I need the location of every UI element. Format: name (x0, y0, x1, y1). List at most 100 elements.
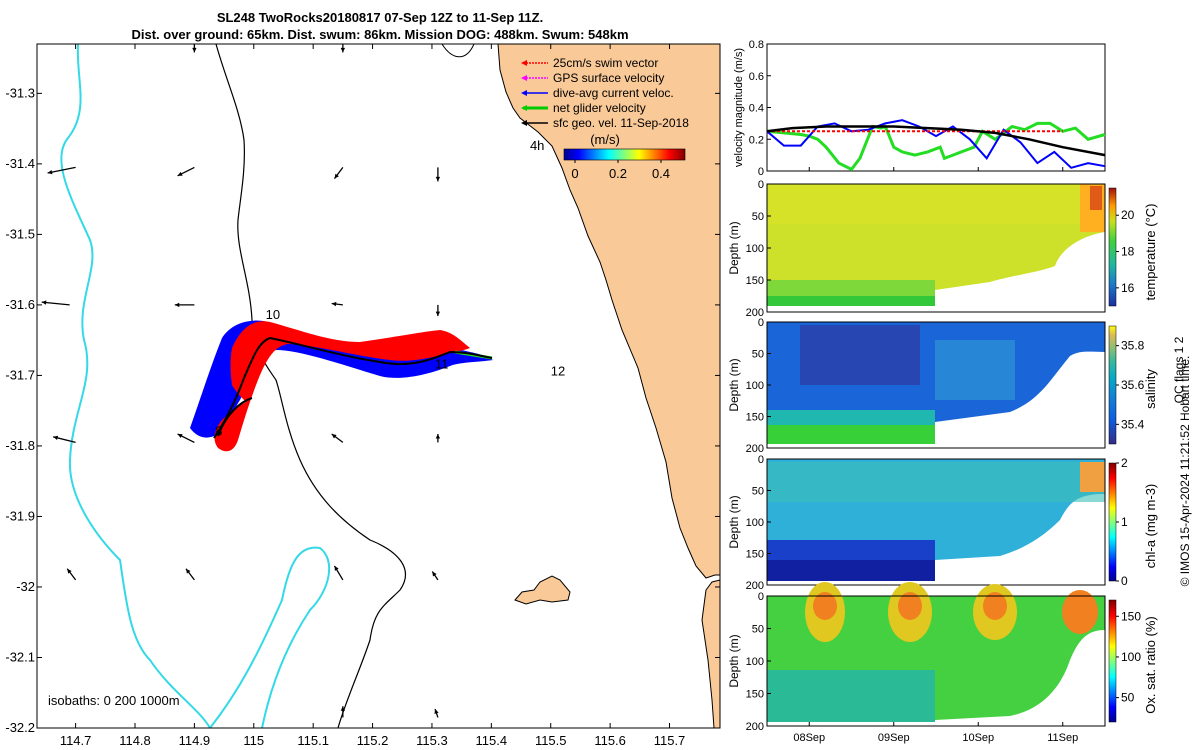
legend-item: dive-avg current veloc. (521, 86, 674, 100)
depth-tick-label: 50 (752, 486, 764, 498)
current-vector (435, 167, 441, 182)
temp-warm-core (1090, 186, 1102, 210)
depth-tick-label: 0 (758, 591, 764, 603)
vector-head (331, 301, 337, 307)
ox-deep (767, 670, 935, 722)
current-vector (340, 706, 346, 718)
vector-head (185, 568, 191, 574)
vector-shaft (41, 301, 70, 306)
vector-head (334, 173, 339, 179)
date-tick-label: 11Sep (1047, 732, 1078, 744)
title-line-1: SL248 TwoRocks20180817 07-Sep 12Z to 11-… (216, 10, 544, 25)
colorbar-tick-label: 2 (1121, 456, 1128, 470)
vector-head (434, 709, 439, 714)
legend-label: net glider velocity (553, 101, 646, 115)
legend-arrowhead (521, 120, 527, 126)
vel-y-tick-label: 0.6 (749, 71, 764, 83)
vector-head (435, 176, 441, 182)
map-x-tick-label: 115.7 (654, 733, 686, 748)
map-x-tick-label: 115.6 (594, 733, 626, 748)
chl-edge (1080, 462, 1105, 492)
map-panel: 10 11 12 8 4h isobaths: 0 200 1000m 25cm/s s… (5, 43, 721, 748)
land-island (514, 575, 571, 605)
legend-arrowhead (521, 75, 527, 81)
vector-head (47, 169, 53, 175)
track-black-loop (217, 397, 253, 437)
legend-label: sfc geo. vel. 11-Sep-2018 (553, 116, 689, 130)
legend-item: net glider velocity (521, 101, 646, 115)
map-y-tick-label: -31.7 (5, 367, 35, 382)
depth-axis-label: Depth (m) (727, 358, 741, 411)
colorbar-label: chl-a (mg m-3) (1143, 484, 1158, 569)
vector-head (331, 434, 337, 439)
ox-bloom-3-core (983, 592, 1007, 620)
legend-item: sfc geo. vel. 11-Sep-2018 (521, 116, 689, 130)
vector-head (435, 311, 441, 317)
date-tick-label: 09Sep (878, 732, 910, 744)
current-vector (431, 571, 439, 581)
depth-tick-label: 50 (752, 349, 764, 361)
depth-tick-label: 200 (746, 580, 764, 592)
current-vector (41, 300, 70, 306)
current-vector (333, 565, 344, 581)
legend-item: 25cm/s swim vector (521, 56, 658, 70)
current-vector (53, 435, 76, 444)
ox-bloom-1-core (813, 592, 837, 620)
track-red-swath (214, 321, 470, 452)
day-label: 10 (266, 307, 280, 322)
isobath-1000b (209, 546, 330, 728)
colorbar-tick-label: 100 (1121, 650, 1141, 664)
velocity-series (766, 121, 1106, 172)
map-y-tick-label: -31.6 (5, 297, 35, 312)
depth-tick-label: 150 (746, 549, 764, 561)
colorbar-tick-label: 1 (1121, 515, 1128, 529)
isobath-200b (441, 44, 475, 58)
depth-tick-label: 150 (746, 412, 764, 424)
map-x-tick-label: 115.5 (535, 733, 567, 748)
depth-tick-label: 50 (752, 624, 764, 636)
depth-tick-label: 150 (746, 275, 764, 287)
depth-axis-label: Depth (m) (727, 221, 741, 274)
day-label: 8 (215, 423, 222, 438)
land-south (701, 579, 720, 728)
map-y-tick-label: -32.2 (5, 720, 35, 735)
current-vector (434, 708, 439, 718)
legend-label: 25cm/s swim vector (553, 56, 658, 70)
colorbar-tick-label: 50 (1121, 691, 1135, 705)
depth-tick-label: 0 (758, 179, 764, 191)
vel-ylabel: velocity magnitude (m/s) (733, 48, 745, 167)
sal-mid (935, 340, 1015, 400)
vector-head (41, 300, 47, 305)
date-tick-label: 10Sep (962, 732, 994, 744)
current-vector (66, 568, 77, 581)
colorbar-tick-label: 35.8 (1121, 339, 1145, 353)
map-x-tick-label: 115.4 (476, 733, 508, 748)
velocity-series (766, 125, 1106, 157)
colorbar-label: Ox. sat. ratio (%) (1143, 616, 1158, 714)
temperature-section: 0 50 100 150 200 Depth (m) 16 18 20 temperature (… (727, 179, 1158, 319)
current-vector (333, 167, 344, 179)
day-labels: 10 11 12 8 4h (215, 138, 565, 439)
vector-head (432, 571, 437, 577)
isobath-1000 (60, 44, 211, 728)
legend-label: dive-avg current veloc. (553, 86, 674, 100)
depth-tick-label: 100 (746, 380, 764, 392)
vector-head (67, 568, 72, 574)
ox-bloom-2-core (898, 592, 922, 620)
salinity-section: 0 50 100 150 200 Depth (m) 35.4 35.6 35.8 salinit… (727, 317, 1186, 455)
vel-y-tick-label: 0.8 (749, 39, 764, 51)
map-y-tick-label: -32 (16, 579, 35, 594)
legend-arrowhead (521, 60, 527, 66)
map-x-tick-label: 115 (243, 733, 264, 748)
depth-tick-label: 50 (752, 211, 764, 223)
depth-axis-label: Depth (m) (727, 495, 741, 548)
map-y-tick-label: -31.5 (5, 226, 35, 241)
map-x-tick-label: 115.2 (357, 733, 389, 748)
colorbar-tick-label: 16 (1121, 281, 1135, 295)
map-y-tick-label: -31.8 (5, 438, 35, 453)
date-tick-label: 08Sep (793, 732, 825, 744)
vector-shaft (47, 166, 76, 174)
legend-arrowhead (521, 90, 527, 96)
depth-tick-label: 150 (746, 689, 764, 701)
